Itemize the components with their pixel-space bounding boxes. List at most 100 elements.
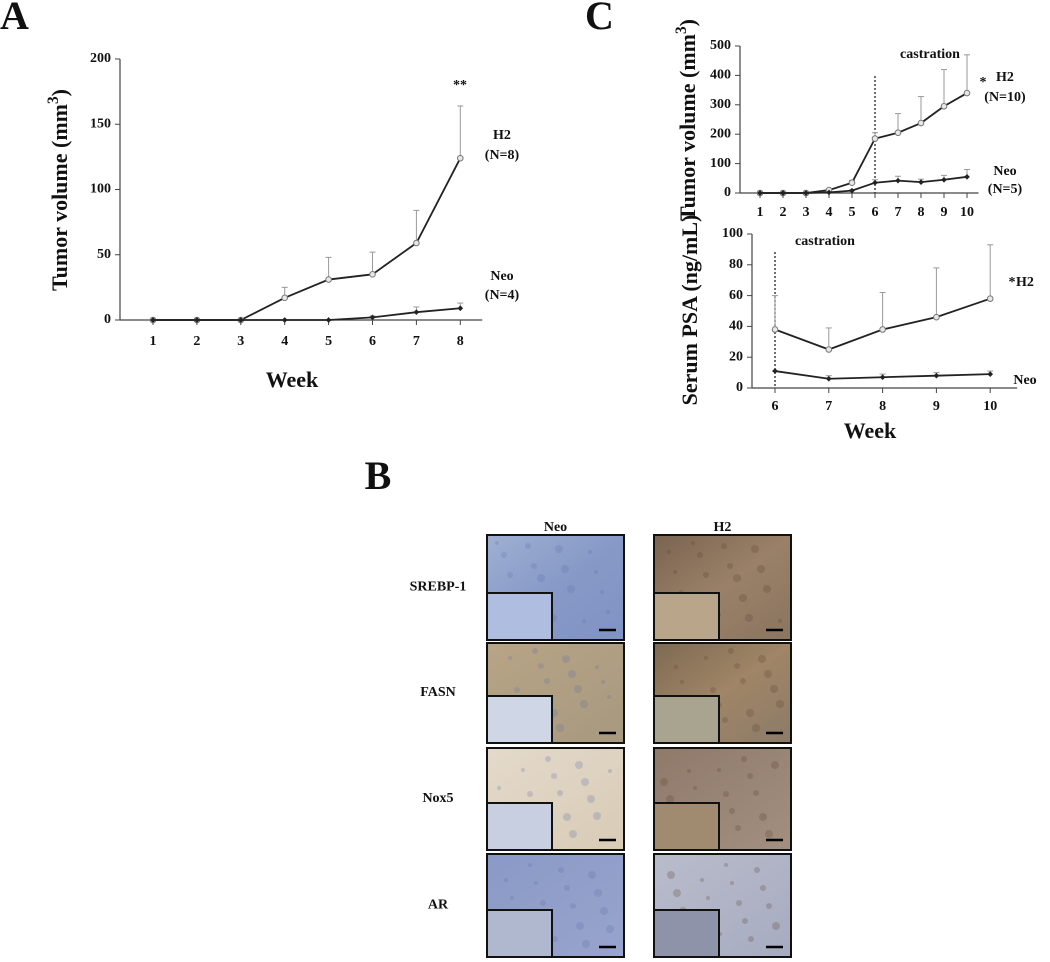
significance: **: [453, 78, 467, 93]
x-axis-label: Week: [266, 367, 319, 392]
texture: [587, 795, 595, 803]
inset: [486, 802, 553, 851]
texture: [757, 565, 765, 573]
point: [369, 271, 376, 278]
point: [780, 190, 786, 196]
y-tick-label: 100: [710, 156, 731, 171]
inset: [653, 592, 720, 641]
texture: [568, 670, 576, 678]
series-line: [153, 157, 462, 321]
texture: [534, 881, 538, 885]
texture: [735, 825, 741, 831]
point: [849, 187, 855, 194]
x-tick-label: 6: [772, 399, 779, 414]
x-tick-label: 4: [826, 205, 833, 220]
row-label: Nox5: [422, 791, 453, 806]
texture: [760, 885, 766, 891]
point: [237, 317, 244, 323]
point: [803, 190, 809, 196]
texture: [532, 648, 538, 654]
inset: [653, 909, 720, 958]
texture: [771, 761, 779, 769]
texture: [595, 665, 599, 669]
y-tick-label: 100: [90, 182, 111, 197]
texture: [607, 695, 611, 699]
point: [772, 368, 778, 374]
y-axis-label-part: Tumor volume (mm: [675, 34, 700, 221]
column-header: Neo: [544, 520, 567, 535]
texture: [581, 778, 589, 786]
texture: [733, 574, 741, 582]
texture: [558, 867, 564, 873]
point: [933, 313, 940, 321]
texture: [764, 670, 772, 678]
y-tick-label: 200: [90, 51, 111, 66]
y-axis-label-part: Tumor volume (mm: [47, 104, 72, 291]
texture: [758, 655, 766, 663]
series-line: [153, 307, 461, 321]
texture: [527, 791, 533, 797]
texture: [746, 709, 754, 717]
x-tick-label: 7: [413, 334, 420, 349]
y-tick-label: 100: [722, 226, 743, 241]
texture: [772, 922, 780, 930]
texture: [514, 687, 520, 693]
point: [325, 317, 332, 323]
x-tick-label: 2: [193, 334, 200, 349]
x-tick-label: 6: [872, 205, 879, 220]
point: [987, 371, 994, 377]
texture: [576, 922, 584, 930]
x-tick-label: 3: [803, 205, 810, 220]
point: [894, 129, 902, 137]
texture: [557, 790, 563, 796]
point: [941, 176, 947, 183]
texture: [600, 907, 608, 915]
texture: [751, 545, 759, 553]
texture: [580, 700, 588, 708]
y-axis-label-part: 3: [45, 96, 62, 104]
texture: [673, 570, 677, 574]
x-tick-label: 5: [849, 205, 856, 220]
point: [281, 317, 288, 323]
significance: *: [980, 75, 987, 90]
texture: [691, 541, 695, 545]
texture: [660, 778, 668, 786]
texture: [552, 936, 558, 942]
texture: [562, 655, 570, 663]
texture: [582, 619, 586, 623]
series-line: [760, 92, 968, 194]
series-label: Neo: [1013, 373, 1036, 388]
texture: [608, 769, 612, 773]
texture: [687, 769, 691, 773]
point: [826, 189, 832, 196]
y-axis-label: Tumor volume (mm3): [673, 19, 701, 221]
x-tick-label: 2: [780, 205, 787, 220]
point: [194, 317, 200, 323]
annotation: castration: [795, 234, 855, 249]
texture: [594, 889, 602, 897]
y-axis-label-part: ): [675, 19, 700, 26]
texture: [747, 773, 753, 779]
texture: [667, 550, 671, 554]
point: [757, 190, 763, 196]
series-label: H2: [1016, 275, 1034, 290]
texture: [574, 685, 582, 693]
point: [825, 375, 832, 382]
texture: [601, 680, 605, 684]
texture: [734, 663, 740, 669]
inset: [486, 695, 553, 744]
texture: [766, 903, 772, 909]
series-label: H2: [996, 70, 1014, 85]
x-tick-label: 7: [825, 399, 832, 414]
y-tick-label: 300: [710, 97, 731, 112]
point: [933, 372, 940, 379]
texture: [666, 795, 674, 803]
point: [879, 374, 886, 381]
texture: [736, 900, 742, 906]
x-axis-label: Week: [844, 418, 897, 443]
point: [895, 177, 901, 184]
texture: [710, 687, 716, 693]
y-tick-label: 60: [729, 288, 743, 303]
texture: [563, 813, 571, 821]
